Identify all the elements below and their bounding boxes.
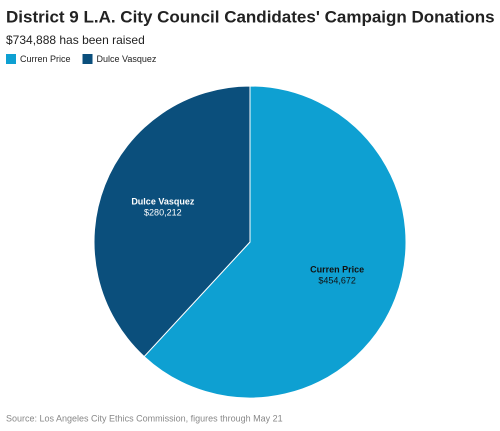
legend-label: Curren Price xyxy=(20,54,71,64)
legend-label: Dulce Vasquez xyxy=(97,54,157,64)
source-note: Source: Los Angeles City Ethics Commissi… xyxy=(6,413,283,423)
slice-value-label: $280,212 xyxy=(144,207,182,217)
legend-swatch xyxy=(82,54,93,64)
chart-title: District 9 L.A. City Council Candidates'… xyxy=(6,7,495,26)
pie-slice xyxy=(93,85,251,358)
chart-subtitle: $734,888 has been raised xyxy=(6,33,145,47)
slice-value-label: $454,672 xyxy=(318,275,356,285)
slice-label: Curren Price xyxy=(310,264,364,274)
legend-swatch xyxy=(6,54,16,64)
pie-slice xyxy=(143,85,407,399)
slice-label: Dulce Vasquez xyxy=(131,196,195,206)
